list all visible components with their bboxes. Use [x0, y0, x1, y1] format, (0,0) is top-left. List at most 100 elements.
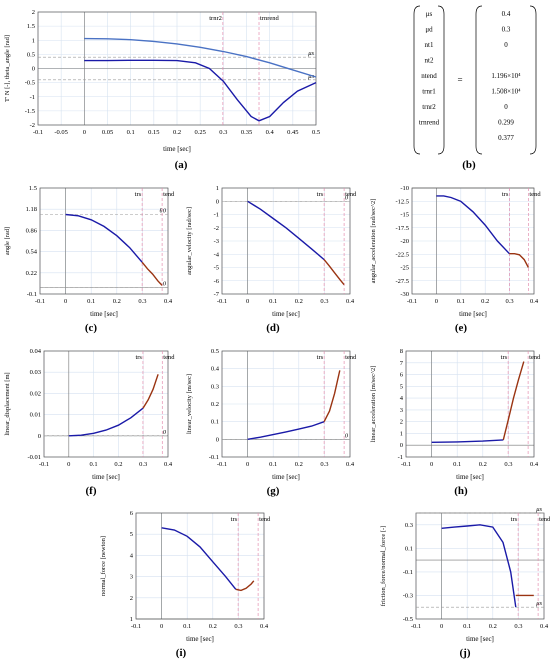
chart-i-normal-force: -0.1 0 0.1 0.2 0.3 0.4 1 2 3 4 5 6 time [sec] normal_… [96, 505, 274, 645]
chart-e-angular-acceleration: -0.1 0 0.1 0.2 0.3 0.4 -30 -27.5 -25 -22.5 -20 -17.… [366, 180, 544, 320]
x-tick-label: 0.2 [295, 298, 303, 305]
chart-svg-d: -0.1 0 0.1 0.2 0.3 0.4 -7 -6 -5 -4 -3 -2 -1 0 1 time [s… [186, 185, 357, 318]
x-tick-label: -0.1 [217, 461, 227, 468]
y-tick-label: 1.5 [27, 23, 35, 30]
x-axis-label: time [sec] [456, 473, 484, 481]
x-tick-label: 0.1 [183, 623, 191, 630]
x-tick-label: 0.4 [530, 298, 539, 305]
series-line-0 [161, 527, 237, 590]
chart-a: -0.1 -0.05 0 0.05 0.1 0.15 0.2 0.25 0.3 0.35 0.4 0.… [0, 0, 330, 155]
matrix-value: 0.377 [498, 134, 514, 142]
chart-d-angular-velocity: -0.1 0 0.1 0.2 0.3 0.4 -7 -6 -5 -4 -3 -2 -1 0 1 time [s… [182, 180, 360, 320]
panel-label-f: (f) [85, 485, 97, 497]
matrix-value: 0 [504, 41, 508, 49]
panel-label-a: (a) [174, 159, 188, 171]
y-tick-label: -17.5 [395, 225, 409, 232]
chart-svg-h: -0.1 0 0.1 0.2 0.3 0.4 -1 0 1 2 3 4 5 6 7 8 time [sec] li… [370, 348, 541, 481]
y-tick-label: 0.2 [211, 401, 219, 408]
x-tick-label: 0.3 [139, 461, 147, 468]
matrix-value: 0 [504, 103, 508, 111]
x-tick-label: 0.1 [127, 129, 135, 136]
chart-svg-f: -0.1 0 0.1 0.2 0.3 0.4 -0.01 0 0.01 0.02 0.03 0.04 t… [4, 348, 175, 481]
y-tick-label: 0.1 [405, 545, 413, 552]
y-tick-label: -1 [398, 454, 403, 461]
series-line-1 [235, 580, 255, 592]
chart-svg-c: -0.1 0 0.1 0.2 0.3 0.4 -0.1 0.22 0.54 0.86 1.18 1.5… [4, 185, 175, 318]
x-tick-label: -0.1 [131, 623, 141, 630]
y-tick-label: -1 [30, 94, 35, 101]
y-tick-label: 0.5 [211, 348, 219, 355]
y-tick-label: 0 [216, 436, 219, 443]
y-tick-label: 0.04 [30, 348, 42, 355]
y-tick-label: -22.5 [395, 251, 409, 258]
y-axis-label: linear_displacement [m] [4, 372, 11, 435]
x-tick-label: 0.4 [164, 298, 173, 305]
x-tick-label: 0.35 [241, 129, 252, 136]
x-tick-label: 0.2 [113, 298, 121, 305]
matrix-name: nt2 [425, 57, 434, 65]
y-axis-label: friction_force/normal_force [-] [380, 526, 387, 607]
chart-svg-j: -0.1 0 0.1 0.2 0.3 0.4 -0.5 -0.3 -0.1 0.1 0.3 time … [380, 506, 550, 643]
y-tick-label: 0 [32, 66, 35, 73]
plot-frame [37, 11, 317, 126]
x-tick-label: 0 [83, 129, 86, 136]
parameter-matrix: = μs 0.4 μd 0.3 nt1 0 nt2 ntend 1.196×10⁴ trnr1 1.5… [390, 0, 550, 160]
x-tick-label: 0.3 [504, 461, 512, 468]
plot-frame [221, 187, 351, 295]
chart-c-angle: -0.1 0 0.1 0.2 0.3 0.4 -0.1 0.22 0.54 0.86 1.18 1.5… [0, 180, 178, 320]
chart-g-linear-velocity: -0.1 0 0.1 0.2 0.3 0.4 -0.1 0 0.1 0.2 0.3 0.4 0.5 tim… [182, 343, 360, 483]
y-tick-label: 0.1 [211, 419, 219, 426]
vline-label: trs [135, 191, 142, 198]
x-tick-label: 0.1 [87, 298, 95, 305]
vline-label: trnr2 [209, 15, 222, 22]
series-line-1 [141, 261, 163, 286]
x-tick-label: -0.1 [39, 461, 49, 468]
x-tick-label: 0.4 [540, 623, 549, 630]
x-tick-label: 0 [435, 298, 438, 305]
matrix-svg: = μs 0.4 μd 0.3 nt1 0 nt2 ntend 1.196×10⁴ trnr1 1.5… [413, 5, 537, 155]
vline-label: trs [231, 516, 238, 523]
y-tick-label: 7 [400, 360, 404, 367]
x-axis-label: time [sec] [90, 310, 118, 318]
y-tick-label: 6 [400, 372, 404, 379]
x-tick-label: 0.5 [312, 129, 320, 136]
y-tick-label: 0.03 [30, 369, 41, 376]
y-tick-label: 5 [130, 531, 133, 538]
vline-label: tend [259, 516, 271, 523]
matrix-value: 0.4 [502, 10, 511, 18]
hline-label: 0 [345, 432, 349, 439]
vline-label: trs [317, 354, 324, 361]
x-tick-label: 0.3 [320, 298, 328, 305]
x-tick-label: 0.1 [457, 298, 465, 305]
y-tick-label: -5 [214, 265, 219, 272]
y-axis-label: T' N [-], theta_angle [rad] [4, 35, 11, 102]
plot-frame [39, 187, 169, 295]
y-axis-label: linear_acceleration [m/sec^2] [370, 366, 377, 443]
matrix-name: trnr1 [422, 88, 436, 96]
x-tick-label: 0 [246, 461, 249, 468]
series-line-0 [84, 37, 317, 78]
x-tick-label: 0.4 [530, 461, 539, 468]
plot-frame [415, 512, 545, 620]
chart-svg-e: -0.1 0 0.1 0.2 0.3 0.4 -30 -27.5 -25 -22.5 -20 -17.… [370, 185, 541, 318]
panel-label-g: (g) [266, 485, 280, 497]
x-tick-label: 0 [430, 461, 433, 468]
series-line-0 [247, 200, 325, 261]
x-tick-label: 0.2 [114, 461, 122, 468]
x-tick-label: 0.3 [219, 129, 227, 136]
x-tick-label: 0 [160, 623, 163, 630]
x-tick-label: -0.05 [54, 129, 68, 136]
panel-label-c: (c) [84, 322, 98, 334]
x-axis-label: time [sec] [459, 310, 487, 318]
x-tick-label: -0.1 [35, 298, 45, 305]
x-axis-label: time [sec] [272, 310, 300, 318]
y-tick-label: 1 [216, 185, 219, 192]
y-tick-label: 1 [32, 37, 35, 44]
y-tick-label: 2 [130, 595, 133, 602]
hline-label: 0 [163, 429, 167, 436]
series-line-1 [84, 59, 317, 122]
y-tick-label: -4 [214, 251, 220, 258]
matrix-name: μs [426, 10, 433, 18]
panel-label-b: (b) [462, 159, 476, 171]
y-tick-label: 0.5 [27, 51, 35, 58]
